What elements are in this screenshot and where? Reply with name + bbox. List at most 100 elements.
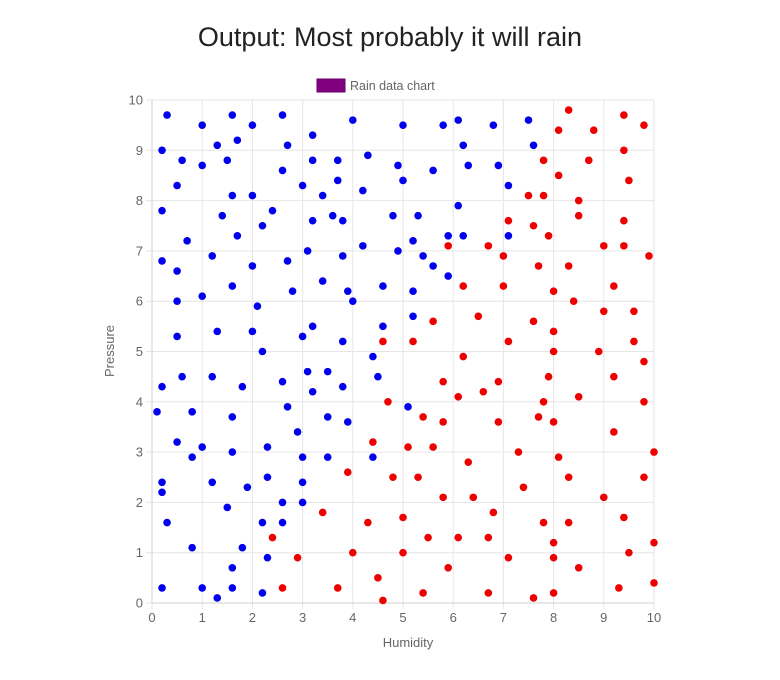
- data-point: [263, 443, 272, 451]
- data-point: [198, 584, 206, 592]
- data-point: [298, 478, 307, 487]
- data-point: [399, 176, 407, 185]
- data-point: [569, 297, 578, 306]
- data-point: [268, 533, 277, 542]
- data-point: [374, 372, 382, 381]
- x-tick-label: 0: [148, 610, 155, 625]
- data-point: [278, 166, 287, 175]
- data-point: [173, 267, 181, 275]
- data-point: [549, 418, 558, 426]
- data-point: [374, 574, 382, 582]
- data-point: [650, 448, 658, 456]
- data-point: [173, 332, 181, 341]
- y-tick-label: 2: [136, 495, 143, 510]
- data-point: [178, 156, 186, 165]
- y-tick-label: 8: [136, 193, 143, 208]
- data-point: [298, 453, 307, 461]
- x-tick-label: 1: [199, 610, 206, 625]
- x-tick-label: 3: [299, 610, 306, 625]
- data-point: [549, 327, 558, 336]
- data-point: [283, 141, 292, 150]
- data-point: [645, 252, 653, 260]
- data-point: [153, 408, 161, 416]
- x-tick-label: 8: [550, 610, 557, 625]
- axes: [151, 100, 654, 604]
- x-tick-label: 6: [450, 610, 457, 625]
- data-point: [554, 171, 563, 180]
- data-point: [534, 262, 543, 270]
- y-tick-label: 6: [136, 294, 143, 309]
- data-point: [454, 533, 463, 542]
- data-point: [529, 317, 538, 326]
- data-point: [308, 216, 317, 225]
- data-point: [504, 216, 513, 225]
- data-point: [554, 126, 563, 134]
- data-point: [539, 518, 548, 527]
- data-point: [283, 403, 292, 411]
- data-point: [429, 166, 437, 175]
- data-point: [574, 196, 583, 205]
- data-point: [574, 392, 583, 401]
- x-tick-label: 7: [500, 610, 507, 625]
- data-point: [303, 367, 312, 376]
- data-point: [333, 156, 342, 165]
- data-point: [343, 287, 352, 295]
- data-point: [158, 488, 166, 497]
- data-point: [338, 382, 347, 391]
- y-tick-label: 5: [136, 344, 143, 359]
- x-tick-label: 10: [647, 610, 661, 625]
- data-point: [439, 493, 447, 502]
- data-point: [615, 584, 623, 592]
- data-point: [213, 141, 222, 150]
- data-point: [454, 116, 463, 124]
- data-point: [158, 257, 166, 265]
- data-point: [158, 146, 166, 155]
- data-point: [564, 106, 573, 114]
- data-point: [444, 242, 452, 250]
- x-tick-label: 2: [249, 610, 256, 625]
- data-point: [524, 191, 533, 200]
- data-point: [419, 589, 427, 597]
- data-point: [539, 398, 548, 406]
- chart-title: Output: Most probably it will rain: [197, 22, 583, 52]
- data-point: [504, 337, 513, 346]
- data-point: [258, 518, 267, 527]
- data-point: [494, 377, 503, 386]
- x-tick-label: 4: [349, 610, 356, 625]
- data-point: [489, 508, 498, 517]
- data-point: [364, 151, 372, 160]
- data-point: [464, 161, 473, 170]
- data-point: [303, 247, 312, 255]
- data-points: [153, 106, 658, 605]
- legend[interactable]: Rain data chart: [316, 78, 435, 93]
- data-point: [519, 483, 528, 492]
- data-point: [459, 141, 468, 150]
- data-point: [625, 548, 633, 557]
- data-point: [359, 242, 367, 250]
- data-point: [298, 181, 307, 190]
- data-point: [640, 357, 648, 366]
- data-point: [258, 347, 267, 356]
- data-point: [484, 242, 493, 250]
- data-point: [504, 232, 513, 240]
- data-point: [278, 584, 287, 592]
- data-point: [630, 337, 638, 346]
- data-point: [379, 282, 387, 290]
- data-point: [198, 443, 206, 451]
- data-point: [499, 252, 508, 260]
- data-point: [228, 191, 237, 200]
- data-point: [429, 262, 437, 270]
- y-tick-label: 9: [136, 143, 143, 158]
- data-point: [318, 191, 327, 200]
- data-point: [238, 382, 247, 391]
- data-point: [328, 211, 337, 220]
- data-point: [620, 216, 628, 225]
- data-point: [158, 382, 166, 391]
- data-point: [640, 473, 648, 482]
- data-point: [594, 347, 603, 356]
- data-point: [308, 131, 317, 140]
- data-point: [610, 372, 618, 381]
- data-point: [399, 121, 407, 129]
- x-tick-labels: 0 1 2 3 4 5 6 7 8 9 10: [148, 610, 661, 625]
- data-point: [213, 327, 222, 336]
